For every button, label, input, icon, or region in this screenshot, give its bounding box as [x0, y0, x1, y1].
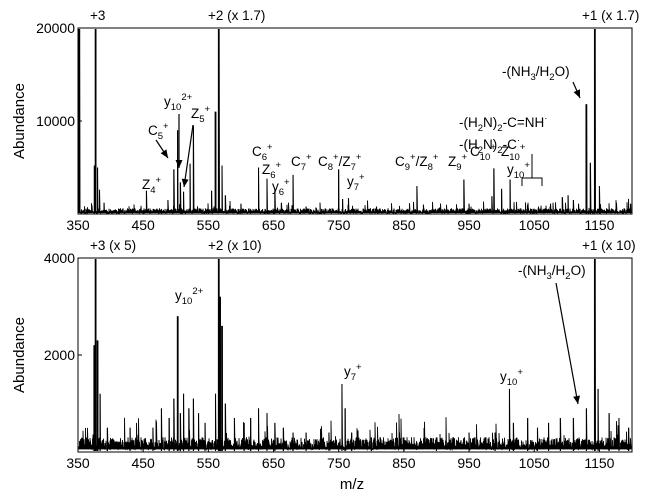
charge-state-label: +3 — [90, 8, 105, 23]
x-tick-label: 1150 — [584, 455, 614, 471]
charge-state-label: +3 (x 5) — [90, 238, 136, 253]
annotation-arrow — [155, 139, 169, 159]
fragment-label: y10​+​ — [500, 367, 523, 388]
x-tick-label: 350 — [66, 217, 90, 233]
fragment-label: Z10​+​ — [501, 142, 526, 163]
x-tick-label: 850 — [392, 217, 416, 233]
charge-state-label: +1 (x 1.7) — [582, 8, 639, 23]
fragment-label: C10​+​ — [470, 142, 496, 163]
charge-state-label: +2 (x 10) — [208, 238, 262, 253]
fragment-label: C5​+​ — [148, 121, 169, 142]
fragment-label: y10​2+​ — [164, 92, 193, 113]
fragment-label: C7​+​ — [291, 152, 312, 173]
x-tick-label: 650 — [262, 217, 286, 233]
fragment-label: Z5​+​ — [191, 104, 211, 125]
fragment-label: y7​+​ — [347, 172, 365, 193]
x-tick-label: 550 — [197, 217, 221, 233]
x-tick-label: 750 — [327, 455, 351, 471]
y-tick-label: 4000 — [44, 250, 75, 266]
fragment-label: y10​2+​ — [175, 286, 204, 307]
fragment-label: Z6​+​ — [262, 160, 282, 181]
charge-state-label: +1 (x 10) — [582, 238, 636, 253]
neutral-loss-label: -(NH3​/H2​O) — [518, 263, 586, 282]
y-axis-title: Abundance — [11, 317, 28, 393]
y-axis-title: Abundance — [11, 83, 28, 159]
x-tick-label: 550 — [197, 455, 221, 471]
annotation-arrow — [555, 282, 581, 405]
loss-bracket — [521, 154, 543, 186]
fragment-label: Z9​+​ — [448, 152, 468, 173]
y-tick-label: 10000 — [36, 113, 75, 129]
x-tick-label: 950 — [457, 217, 481, 233]
spectrum-trace — [78, 28, 632, 215]
x-tick-label: 650 — [262, 455, 286, 471]
y-tick-label: 20000 — [36, 20, 75, 36]
annotation-arrow — [181, 124, 194, 188]
fragment-label: y10​+​ — [507, 160, 530, 181]
spectrum-trace — [78, 258, 632, 452]
charge-state-label: +2 (x 1.7) — [208, 8, 265, 23]
fragment-label: Z4​+​ — [142, 175, 162, 196]
fragment-label: C8​+​/Z7​+​ — [318, 152, 362, 173]
x-tick-label: 1050 — [519, 217, 550, 233]
x-tick-label: 1050 — [519, 455, 550, 471]
x-tick-label: 450 — [131, 217, 155, 233]
x-tick-label: 850 — [392, 455, 416, 471]
bottom-spectrum-panel: 350 450 550 650 750 850 950 1050 1150 2000 4000 Abu… — [11, 238, 636, 471]
neutral-loss-label: -(H2​N)2​-C·​ — [459, 135, 520, 156]
fragment-label: C9​+​/Z8​+​ — [395, 152, 439, 173]
fragment-label: y7​+​ — [344, 362, 362, 383]
x-tick-label: 750 — [327, 217, 351, 233]
x-tick-label: 950 — [457, 455, 481, 471]
annotation-arrow — [572, 81, 581, 99]
neutral-loss-label: -(NH3​/H2​O) — [502, 64, 570, 83]
x-axis-title: m/z — [340, 476, 364, 493]
x-tick-label: 1150 — [584, 217, 614, 233]
x-tick-label: 350 — [66, 455, 90, 471]
top-spectrum-panel: 350 450 550 650 750 850 950 1050 1150 10000 20000 A… — [11, 8, 639, 233]
fragment-label: y6​+​ — [272, 177, 290, 198]
fragment-label: C6​+​ — [252, 142, 273, 163]
x-tick-label: 450 — [131, 455, 155, 471]
neutral-loss-label: -(H2​N)2​-C=NH·​ — [459, 113, 547, 134]
annotation-arrow — [175, 114, 183, 168]
y-tick-label: 2000 — [44, 347, 75, 363]
